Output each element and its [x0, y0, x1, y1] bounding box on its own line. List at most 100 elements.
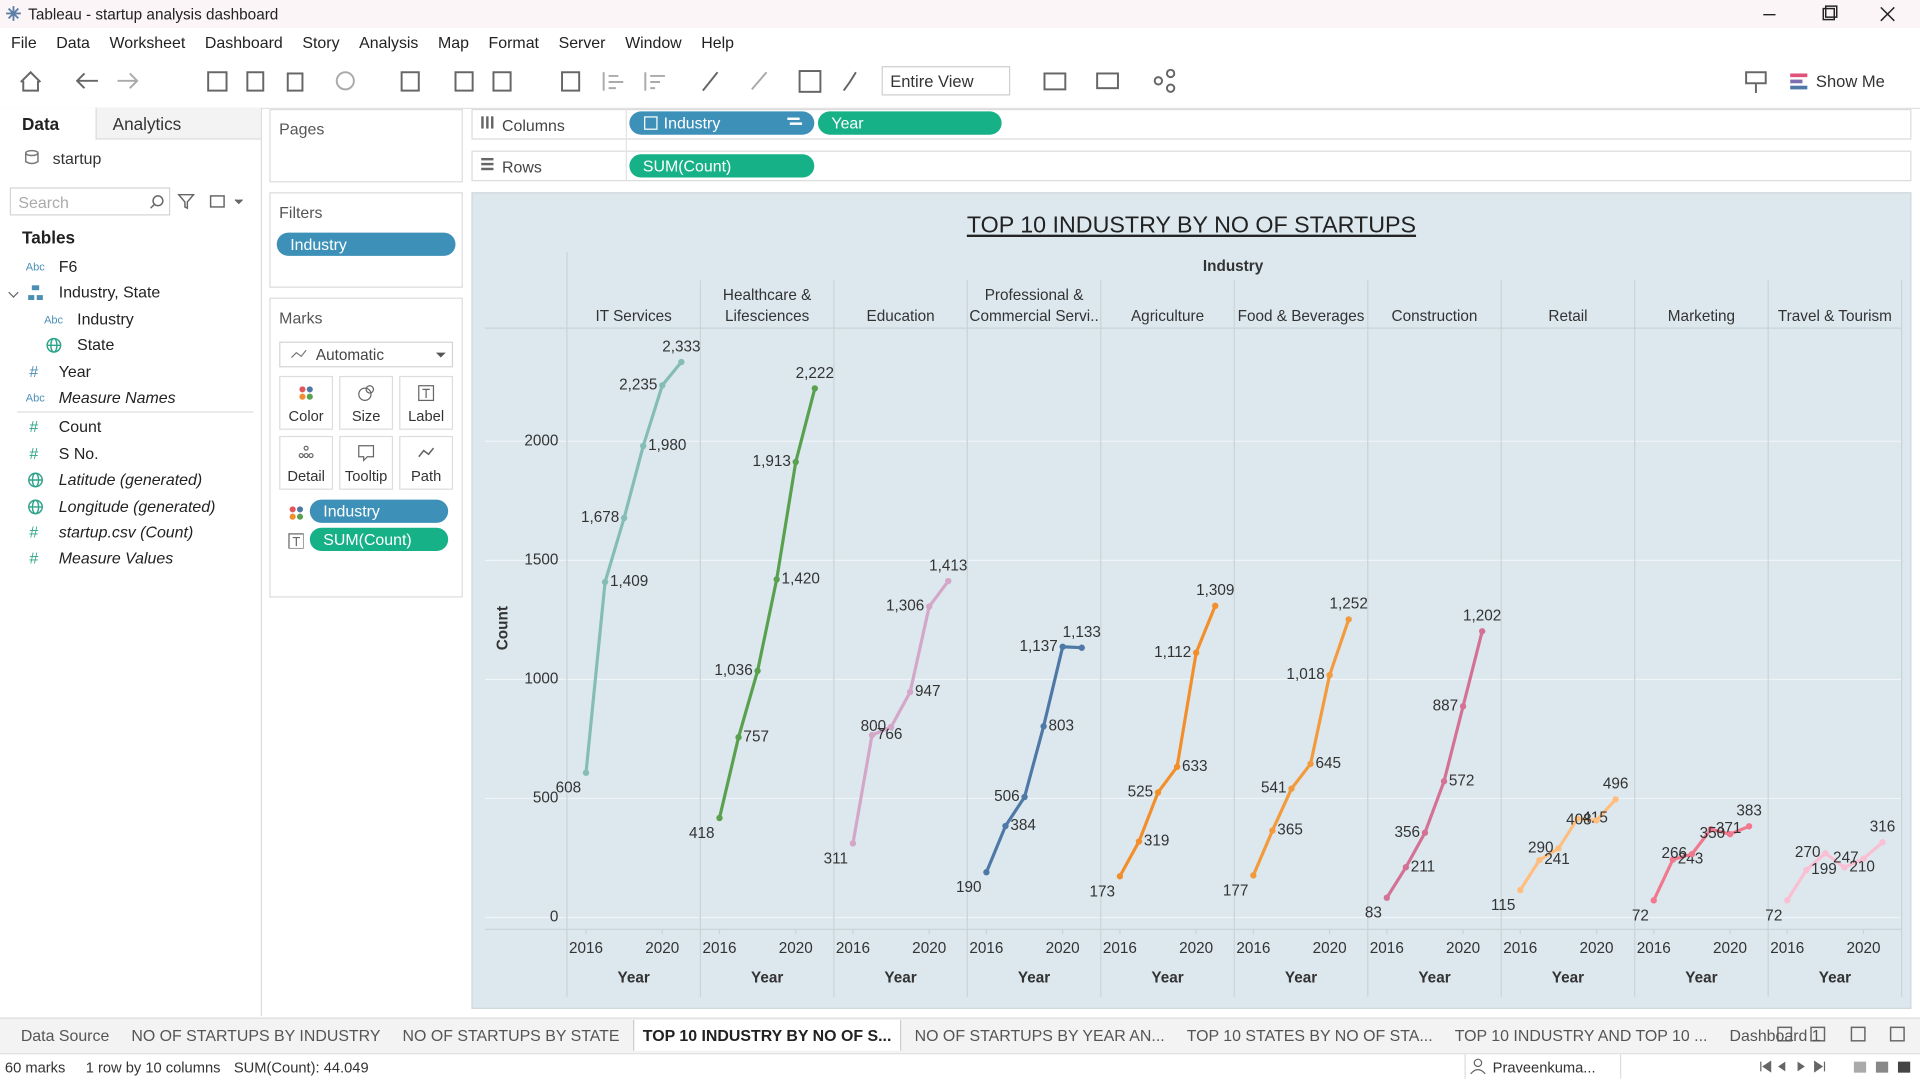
menu-item[interactable]: Dashboard	[204, 33, 283, 52]
field[interactable]: Longitude (generated)	[58, 496, 216, 516]
x-tick-label: 2016	[1370, 940, 1404, 957]
clear-icon[interactable]	[492, 71, 512, 92]
panel-header: Travel & Tourism	[1777, 307, 1892, 325]
data-label: 408	[1566, 811, 1592, 828]
mark-button[interactable]: Detail	[279, 435, 334, 490]
mark-button[interactable]: Color	[279, 375, 334, 430]
menu-item[interactable]: Window	[625, 33, 682, 52]
geo-icon	[46, 338, 62, 354]
menu-item[interactable]: Data	[56, 33, 90, 52]
pin-icon[interactable]	[842, 71, 857, 92]
field[interactable]: Industry, State	[58, 283, 161, 302]
menu-item[interactable]: File	[11, 33, 37, 52]
duplicate-icon[interactable]	[454, 71, 474, 92]
save-icon[interactable]	[207, 71, 228, 92]
data-point	[1288, 785, 1295, 792]
mark-button[interactable]: Label	[399, 375, 454, 430]
field-icon: Abc	[25, 391, 45, 405]
sort-asc-icon[interactable]	[602, 72, 624, 91]
menu-item[interactable]: Format	[488, 33, 539, 52]
field[interactable]: F6	[58, 257, 78, 276]
data-point	[754, 667, 761, 674]
field[interactable]: Latitude (generated)	[58, 470, 203, 489]
sheet-tab[interactable]: NO OF STARTUPS BY YEAR AN...	[914, 1026, 1165, 1045]
fit-dropdown[interactable]	[881, 66, 1011, 96]
mark-button[interactable]: Size	[339, 375, 394, 430]
series-line	[584, 360, 683, 773]
sheet-tab[interactable]: Data Source	[20, 1026, 110, 1045]
presentation-icon[interactable]	[1096, 72, 1119, 90]
field[interactable]: Measure Values	[58, 549, 174, 568]
field[interactable]: State	[77, 335, 115, 355]
data-point	[1745, 823, 1753, 830]
label-icon[interactable]	[798, 70, 822, 93]
field[interactable]: startup.csv (Count)	[58, 522, 194, 542]
series-line	[984, 645, 1082, 873]
field[interactable]: S No.	[58, 444, 99, 463]
columns-pill[interactable]: Year	[817, 111, 1002, 135]
window-controls[interactable]	[1751, 2, 1910, 26]
mark-button-icon	[299, 386, 313, 400]
mark-button[interactable]: Tooltip	[339, 435, 394, 490]
data-tab[interactable]: Data	[22, 113, 60, 134]
pause-icon[interactable]	[286, 72, 304, 92]
data-pane	[0, 107, 263, 1017]
x-tick-label: 2020	[645, 940, 679, 957]
sheet-tab[interactable]: NO OF STARTUPS BY STATE	[402, 1026, 620, 1045]
forward-icon[interactable]	[117, 72, 139, 89]
field[interactable]: Year	[58, 361, 91, 381]
field[interactable]: Count	[58, 418, 102, 437]
format-icon[interactable]	[1745, 71, 1767, 85]
swap-icon[interactable]	[561, 71, 581, 92]
filter-pill[interactable]: Industry	[276, 232, 456, 256]
x-tick-label: 2020	[1580, 940, 1614, 957]
panel-header: Healthcare & Lifesciences	[722, 286, 812, 325]
chart-pane: TOP 10 INDUSTRY BY NO OF STARTUPS Indust…	[471, 192, 1912, 1009]
toolbar-icons	[20, 68, 1808, 94]
highlight-icon[interactable]	[702, 71, 719, 92]
menu-item[interactable]: Map	[438, 33, 469, 52]
sheet-tab[interactable]: TOP 10 INDUSTRY AND TOP 10 ...	[1454, 1026, 1708, 1045]
data-label: 83	[1365, 905, 1382, 922]
columns-pill[interactable]: Industry	[629, 111, 815, 135]
sheet-tab[interactable]: NO OF STARTUPS BY INDUSTRY	[131, 1026, 381, 1045]
back-icon[interactable]	[75, 72, 98, 89]
group-icon[interactable]	[751, 71, 768, 91]
field[interactable]: Industry	[77, 309, 134, 328]
data-tab-bg	[0, 107, 96, 143]
data-source[interactable]: startup	[52, 149, 102, 168]
data-label: 72	[1632, 907, 1649, 924]
data-point	[678, 358, 685, 366]
menu-item[interactable]: Story	[302, 33, 340, 52]
mark-type-dropdown[interactable]	[279, 341, 454, 368]
data-point	[1002, 822, 1009, 830]
data-point	[1860, 855, 1867, 862]
data-point	[1212, 602, 1219, 609]
menu-item[interactable]: Help	[701, 33, 735, 52]
user-box[interactable]	[1464, 1054, 1622, 1079]
data-label: 115	[1491, 897, 1515, 914]
rows-pill[interactable]: SUM(Count)	[629, 154, 815, 178]
search-box[interactable]	[9, 187, 171, 216]
marks-pill[interactable]: Industry	[309, 499, 449, 523]
mark-button[interactable]: Path	[399, 435, 454, 490]
new-source-icon[interactable]	[246, 71, 265, 92]
menu-item[interactable]: Analysis	[359, 33, 419, 52]
menu-item[interactable]: Server	[558, 33, 606, 52]
sheet-tab[interactable]: TOP 10 STATES BY NO OF STA...	[1186, 1026, 1433, 1045]
sheet-tab[interactable]: Dashboard 1	[1729, 1026, 1821, 1045]
menu-item[interactable]: Worksheet	[109, 33, 186, 52]
data-label: 1,133	[1063, 624, 1101, 641]
refresh-icon[interactable]	[335, 71, 355, 91]
sort-desc-icon[interactable]	[644, 72, 665, 91]
show-me[interactable]: Show Me	[1815, 72, 1885, 91]
cards-icon[interactable]	[1043, 72, 1067, 91]
new-sheet-icon[interactable]	[400, 71, 420, 92]
sheet-tab[interactable]: TOP 10 INDUSTRY BY NO OF S...	[633, 1019, 902, 1051]
search-tools	[150, 193, 243, 210]
home-icon[interactable]	[20, 70, 42, 92]
facet-label: Industry	[1203, 258, 1264, 275]
marks-pill[interactable]: SUM(Count)	[309, 527, 449, 552]
field[interactable]: Measure Names	[58, 388, 176, 407]
analytics-tab[interactable]: Analytics	[112, 113, 182, 134]
